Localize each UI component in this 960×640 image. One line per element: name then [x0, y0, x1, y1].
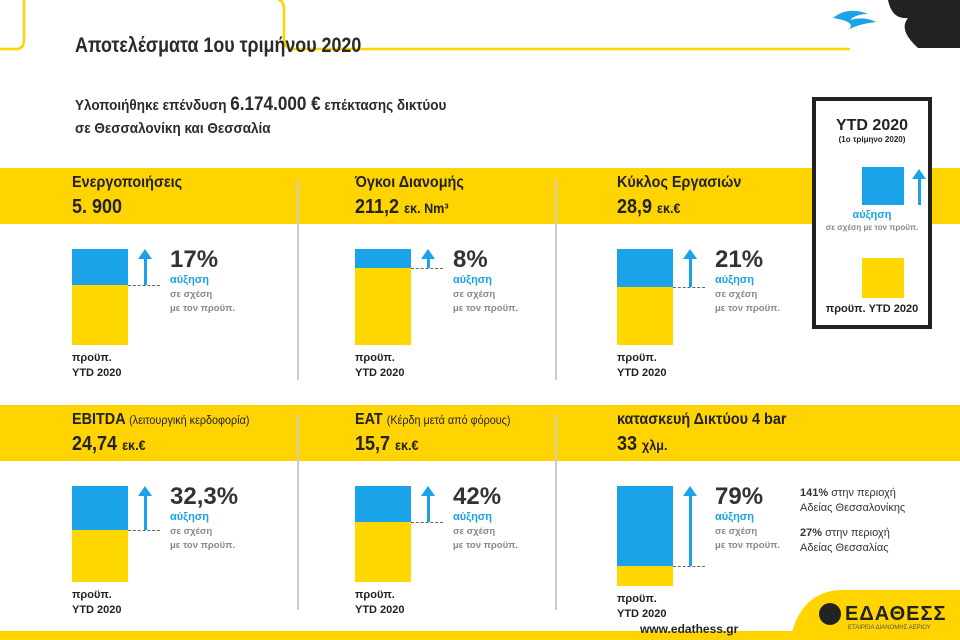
- base-label: προϋπ. YTD 2020: [72, 589, 122, 616]
- comparison-label: σε σχέση με τον προϋπ.: [170, 526, 236, 551]
- divider: [555, 415, 557, 610]
- investment-line-2: σε Θεσσαλονίκη και Θεσσαλία: [75, 120, 271, 137]
- increase-label: αύξηση: [453, 511, 493, 523]
- arrow-up-icon: [683, 249, 697, 287]
- growth-bar: [72, 249, 128, 345]
- growth-bar-increase: [355, 486, 411, 522]
- network-notes: 141% στην περιοχή Αδείας Θεσσαλονίκης 27%…: [800, 486, 950, 556]
- baseline-dash: [128, 285, 160, 286]
- legend-increase-note: σε σχέση με τον προϋπ.: [825, 223, 919, 232]
- increase-label: αύξηση: [715, 274, 755, 286]
- comparison-label: σε σχέση με τον προϋπ.: [715, 526, 781, 551]
- arrow-up-icon: [138, 486, 152, 530]
- arrow-up-icon: [912, 169, 926, 205]
- header-frame: [0, 0, 850, 51]
- growth-bar: [355, 486, 411, 582]
- legend-box: YTD 2020 (1ο τρίμηνο 2020) αύξηση σε σχέ…: [812, 97, 932, 329]
- legend-base-label: προϋπ. YTD 2020: [825, 303, 919, 315]
- increase-label: αύξηση: [170, 274, 210, 286]
- growth-percent: 79%: [715, 483, 764, 510]
- note-thessaloniki: 141% στην περιοχή Αδείας Θεσσαλονίκης: [800, 487, 906, 514]
- page-title: Αποτελέσματα 1ου τριμήνου 2020: [75, 34, 362, 57]
- growth-bar: [355, 249, 411, 345]
- card-title: EAT (Κέρδη μετά από φόρους): [355, 411, 511, 428]
- arrow-up-icon: [421, 486, 435, 522]
- legend-title: YTD 2020: [835, 117, 909, 134]
- arrow-up-icon: [421, 249, 435, 268]
- arrow-up-icon: [683, 486, 697, 566]
- card-title: Κύκλος Εργασιών: [617, 174, 742, 191]
- legend-increase-label: αύξηση: [852, 209, 892, 221]
- card-value: 28,9 εκ.€: [617, 196, 681, 218]
- divider: [555, 180, 557, 380]
- increase-label: αύξηση: [453, 274, 493, 286]
- base-label: προϋπ. YTD 2020: [617, 593, 667, 620]
- legend-subtitle: (1ο τρίμηνο 2020): [838, 135, 906, 144]
- card-value: 33 χλμ.: [617, 433, 668, 455]
- baseline-dash: [673, 287, 705, 288]
- growth-bar-increase: [617, 486, 673, 566]
- legend-increase-swatch: [862, 167, 904, 205]
- growth-bar-increase: [355, 249, 411, 268]
- growth-bar-increase: [617, 249, 673, 287]
- baseline-dash: [411, 522, 443, 523]
- growth-bar-increase: [72, 249, 128, 285]
- growth-bar-increase: [72, 486, 128, 530]
- card-value: 24,74 εκ.€: [72, 433, 146, 455]
- footer-band: [0, 590, 960, 640]
- divider: [297, 415, 299, 610]
- growth-percent: 42%: [453, 483, 502, 510]
- baseline-dash: [673, 566, 705, 567]
- growth-percent: 8%: [453, 246, 488, 273]
- company-logo: ΕΔΑΘΕΣΣ: [845, 603, 947, 625]
- baseline-dash: [411, 268, 443, 269]
- comparison-label: σε σχέση με τον προϋπ.: [453, 289, 519, 314]
- company-logo-sub: ΕΤΑΙΡΕΙΑ ΔΙΑΝΟΜΗΣ ΑΕΡΙΟΥ: [848, 625, 931, 631]
- increase-label: αύξηση: [170, 511, 210, 523]
- card-title: κατασκευή Δικτύου 4 bar: [617, 411, 787, 428]
- increase-label: αύξηση: [715, 511, 755, 523]
- comparison-label: σε σχέση με τον προϋπ.: [715, 289, 781, 314]
- growth-percent: 17%: [170, 246, 219, 273]
- growth-bar: [72, 486, 128, 582]
- card-value: 15,7 εκ.€: [355, 433, 419, 455]
- card-title: Όγκοι Διανομής: [355, 174, 464, 191]
- card-value: 5. 900: [72, 196, 123, 218]
- card-title: EBITDA (λειτουργική κερδοφορία): [72, 411, 250, 428]
- note-thessalia: 27% στην περιοχή Αδείας Θεσσαλίας: [800, 527, 890, 554]
- growth-percent: 21%: [715, 246, 764, 273]
- brand-emblem-icon: [833, 0, 960, 48]
- band-row-1: [0, 168, 960, 224]
- website-link[interactable]: www.edathess.gr: [640, 622, 739, 636]
- base-label: προϋπ. YTD 2020: [617, 352, 667, 379]
- legend-base-swatch: [862, 258, 904, 298]
- growth-percent: 32,3%: [170, 483, 239, 510]
- base-label: προϋπ. YTD 2020: [355, 589, 405, 616]
- growth-bar: [617, 486, 673, 586]
- divider: [297, 180, 299, 380]
- card-value: 211,2 εκ. Nm³: [355, 196, 449, 218]
- growth-bar: [617, 249, 673, 345]
- comparison-label: σε σχέση με τον προϋπ.: [170, 289, 236, 314]
- base-label: προϋπ. YTD 2020: [72, 352, 122, 379]
- arrow-up-icon: [138, 249, 152, 285]
- investment-line: Υλοποιήθηκε επένδυση 6.174.000 € επέκτασ…: [75, 94, 447, 115]
- comparison-label: σε σχέση με τον προϋπ.: [453, 526, 519, 551]
- band-row-2: [0, 405, 960, 461]
- base-label: προϋπ. YTD 2020: [355, 352, 405, 379]
- baseline-dash: [128, 530, 160, 531]
- card-title: Ενεργοποιήσεις: [72, 174, 183, 191]
